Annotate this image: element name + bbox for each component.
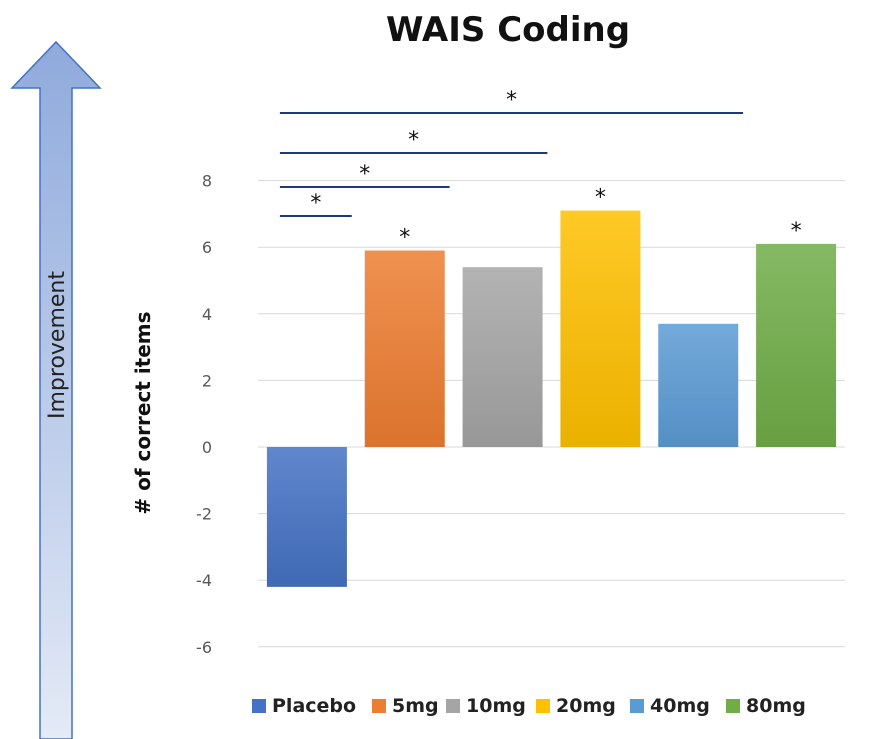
legend-swatch xyxy=(252,699,266,713)
bar-80mg xyxy=(756,243,837,447)
significance-star: * xyxy=(595,186,606,211)
side-label: Improvement xyxy=(45,271,70,419)
significance-star: * xyxy=(310,191,321,216)
y-axis-ticks: -6 -4 -2 0 2 4 6 8 xyxy=(196,172,212,657)
y-tick-label: -4 xyxy=(196,571,212,590)
legend: Placebo 5mg 10mg 20mg 40mg 80mg xyxy=(252,695,806,717)
significance-markers: * * * xyxy=(399,186,801,251)
y-tick-label: 4 xyxy=(202,305,212,324)
significance-star: * xyxy=(408,128,419,153)
chart-title: WAIS Coding xyxy=(386,10,630,50)
significance-star: * xyxy=(791,219,802,244)
legend-swatch xyxy=(372,699,386,713)
improvement-arrow: Improvement xyxy=(10,40,102,739)
y-tick-label: -2 xyxy=(196,505,212,524)
y-tick-label: 6 xyxy=(202,238,212,257)
legend-swatch xyxy=(726,699,740,713)
legend-label: 20mg xyxy=(556,695,616,717)
bar-5mg xyxy=(364,250,445,447)
legend-swatch xyxy=(630,699,644,713)
y-axis-label: # of correct items xyxy=(131,311,155,514)
y-tick-label: 0 xyxy=(202,438,212,457)
bar-Placebo xyxy=(266,447,347,587)
bar-40mg xyxy=(658,323,739,447)
legend-label: 10mg xyxy=(466,695,526,717)
significance-star: * xyxy=(399,226,410,251)
legend-label: 5mg xyxy=(392,695,439,717)
legend-label: Placebo xyxy=(272,695,356,717)
significance-star: * xyxy=(359,162,370,187)
significance-star: * xyxy=(506,88,517,113)
bar-10mg xyxy=(462,267,543,447)
comparison-brackets: * * * * xyxy=(279,88,744,217)
bar-20mg xyxy=(560,210,641,447)
legend-swatch xyxy=(446,699,460,713)
legend-swatch xyxy=(536,699,550,713)
legend-label: 80mg xyxy=(746,695,806,717)
gridlines xyxy=(258,180,845,648)
legend-label: 40mg xyxy=(650,695,710,717)
y-tick-label: -6 xyxy=(196,638,212,657)
arrow-up-icon xyxy=(10,40,102,739)
y-tick-label: 2 xyxy=(202,371,212,390)
y-tick-label: 8 xyxy=(202,172,212,191)
bars xyxy=(266,210,837,587)
